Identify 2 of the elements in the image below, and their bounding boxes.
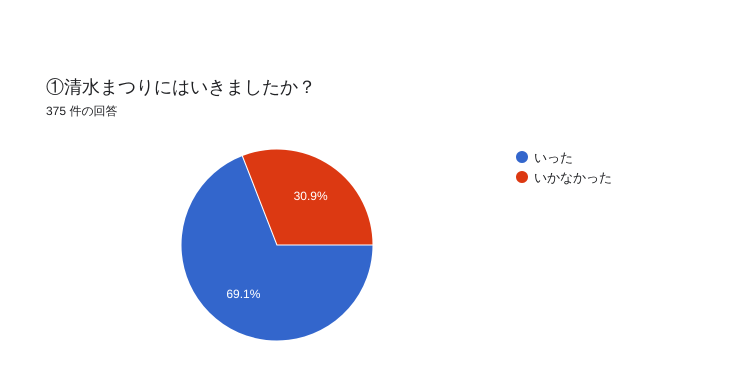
subtitle: 375 件の回答 <box>46 104 118 118</box>
title: ①清水まつりにはいきましたか？ <box>46 77 316 97</box>
